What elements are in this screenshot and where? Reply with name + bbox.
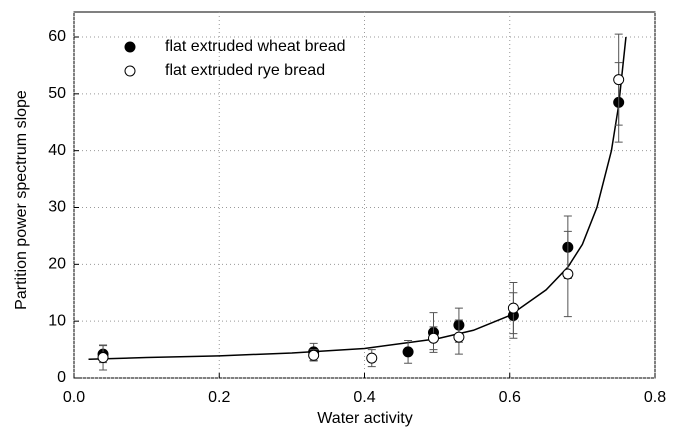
fit-curve (88, 36, 627, 360)
point (453, 331, 465, 343)
x-tick-label: 0.2 (208, 389, 230, 406)
y-tick-label: 50 (48, 85, 66, 102)
point (366, 352, 378, 364)
y-axis-label: Partition power spectrum slope (13, 90, 30, 310)
x-tick-label: 0.4 (353, 389, 375, 406)
legend-marker (124, 41, 136, 53)
y-tick-label: 0 (57, 369, 66, 386)
point (613, 74, 625, 86)
point (402, 346, 414, 358)
point (507, 302, 519, 314)
legend-label: flat extruded wheat bread (165, 38, 346, 55)
legend-label: flat extruded rye bread (165, 62, 325, 79)
y-tick-label: 10 (48, 312, 66, 329)
point (308, 349, 320, 361)
point (97, 352, 109, 364)
x-tick-label: 0.6 (499, 389, 521, 406)
y-tick-label: 30 (48, 199, 66, 216)
point (562, 268, 574, 280)
x-axis-label: Water activity (317, 410, 412, 427)
x-tick-label: 0.0 (63, 389, 85, 406)
y-tick-label: 60 (48, 28, 66, 45)
y-tick-label: 40 (48, 142, 66, 159)
point (427, 332, 439, 344)
y-tick-label: 20 (48, 256, 66, 273)
x-tick-label: 0.8 (644, 389, 666, 406)
legend-marker (124, 65, 136, 77)
plot-frame (73, 11, 656, 379)
